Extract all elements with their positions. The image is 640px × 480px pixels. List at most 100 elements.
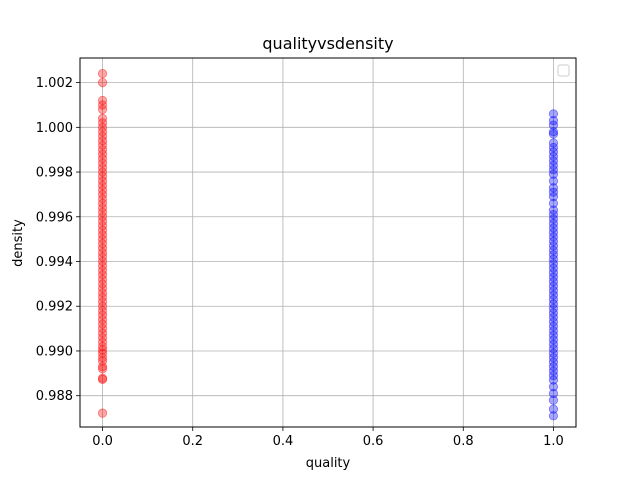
y-tick-label: 1.000	[36, 121, 73, 136]
data-point	[548, 192, 559, 202]
data-point	[548, 259, 559, 269]
data-point	[548, 339, 559, 349]
y-tick-label: 0.996	[36, 210, 73, 225]
data-point	[548, 183, 559, 193]
data-point	[97, 122, 108, 132]
data-point	[548, 142, 559, 153]
data-point	[97, 221, 108, 231]
data-point	[548, 198, 559, 208]
data-point	[97, 95, 108, 106]
data-point	[548, 308, 559, 318]
data-point	[548, 382, 559, 392]
data-point	[97, 140, 108, 150]
data-point	[548, 245, 559, 255]
data-point	[97, 167, 108, 177]
data-point	[548, 205, 559, 215]
data-point	[548, 209, 559, 220]
data-point	[548, 362, 559, 372]
data-point	[97, 301, 108, 311]
chart-title: qualityvsdensity	[262, 34, 393, 53]
data-point	[548, 281, 559, 291]
data-point	[97, 145, 108, 155]
data-point	[548, 116, 559, 126]
data-point	[97, 203, 108, 213]
data-point	[97, 261, 108, 271]
data-point	[548, 160, 559, 170]
data-point	[97, 69, 108, 79]
data-point	[548, 263, 559, 273]
data-point	[548, 218, 559, 229]
data-point	[97, 171, 108, 182]
data-point	[548, 169, 559, 179]
data-point	[97, 176, 108, 186]
data-point	[97, 297, 108, 307]
data-point	[97, 256, 108, 267]
data-point	[97, 283, 108, 293]
data-point	[97, 78, 108, 88]
data-point	[97, 198, 108, 208]
data-point	[97, 100, 108, 110]
data-point	[548, 366, 559, 376]
y-tick-label: 0.990	[36, 344, 73, 359]
data-point	[97, 337, 108, 347]
data-point	[97, 319, 108, 329]
data-point	[97, 252, 108, 262]
y-tick-label: 0.988	[36, 389, 73, 404]
data-point	[548, 357, 559, 367]
data-point	[548, 375, 559, 385]
y-axis-ticks: 0.988 0.990 0.992 0.994 0.996 0.998 1.000 1.002	[36, 76, 80, 404]
data-point	[548, 411, 559, 421]
data-point	[97, 234, 108, 244]
data-point	[97, 118, 108, 128]
data-point	[97, 239, 108, 249]
data-point	[97, 127, 108, 137]
data-point	[97, 348, 108, 358]
data-point	[548, 344, 559, 354]
data-point	[548, 236, 559, 246]
data-point	[548, 321, 559, 331]
data-point	[548, 268, 559, 278]
y-tick-label: 0.998	[36, 166, 73, 181]
data-point	[548, 388, 559, 399]
data-point	[548, 290, 559, 300]
data-point	[548, 156, 559, 166]
data-point	[97, 288, 108, 298]
data-point	[97, 212, 108, 222]
data-point	[97, 158, 108, 168]
data-point	[97, 136, 108, 146]
data-point	[548, 317, 559, 327]
data-point	[97, 353, 108, 363]
data-point	[548, 165, 559, 175]
data-point	[97, 247, 108, 258]
data-point	[97, 374, 108, 384]
data-point	[548, 129, 559, 139]
data-point	[97, 131, 108, 141]
plot-area-frame	[79, 57, 577, 428]
data-point	[97, 323, 108, 334]
data-point	[97, 362, 108, 372]
data-points	[97, 69, 559, 421]
data-point	[97, 162, 108, 173]
data-point	[548, 232, 559, 242]
y-axis-label: density	[11, 219, 26, 267]
data-point	[548, 272, 559, 282]
data-point	[97, 270, 108, 280]
data-point	[97, 185, 108, 195]
data-point	[97, 194, 108, 204]
y-tick-label: 1.002	[36, 76, 73, 91]
data-point	[548, 241, 559, 251]
data-point	[548, 330, 559, 340]
data-point	[548, 187, 559, 197]
data-point	[97, 328, 108, 338]
data-point	[548, 138, 559, 148]
data-point	[97, 315, 108, 325]
data-point	[548, 326, 559, 336]
data-point	[548, 404, 559, 414]
data-point	[548, 395, 559, 405]
data-point	[548, 312, 559, 323]
data-point	[548, 335, 559, 345]
data-point	[97, 154, 108, 164]
x-tick-label: 0.6	[363, 434, 384, 449]
data-point	[97, 216, 108, 226]
